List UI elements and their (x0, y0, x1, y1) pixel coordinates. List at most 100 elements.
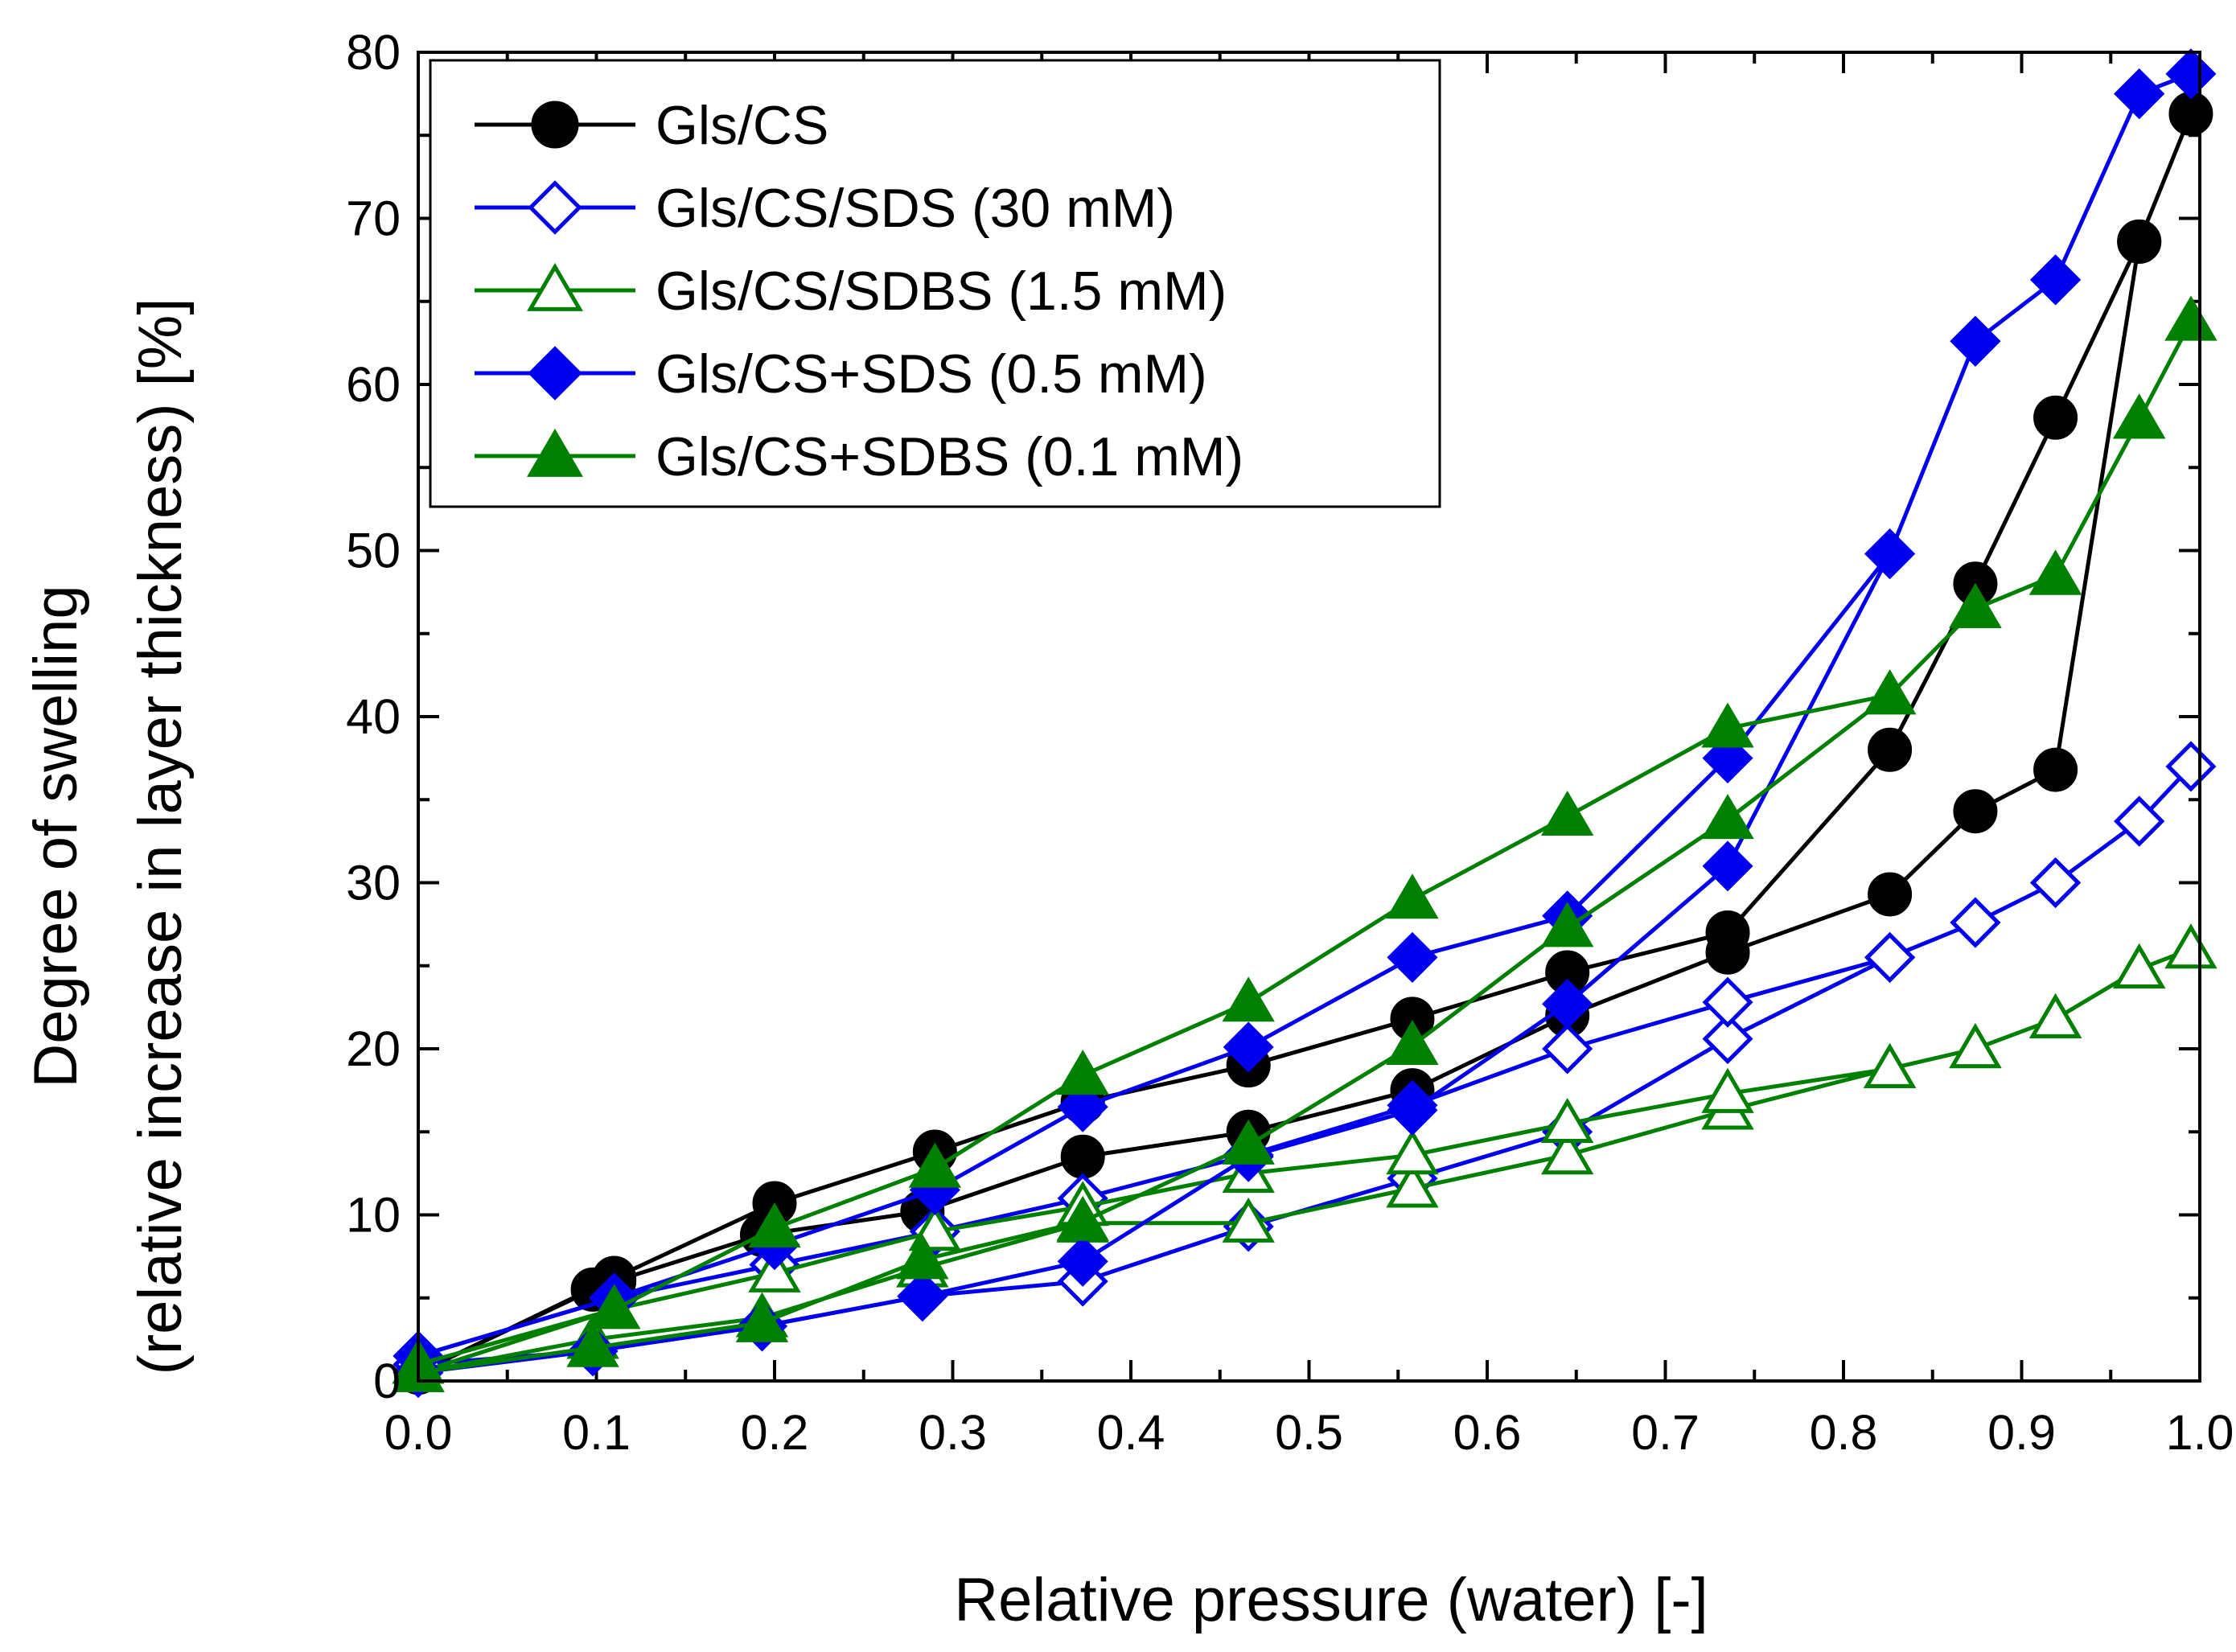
data-point (2114, 795, 2165, 847)
legend-label: Gls/CS/SDS (30 mM) (656, 178, 1175, 239)
data-point (1386, 1019, 1439, 1065)
series-line (417, 111, 2193, 1375)
data-point (1863, 669, 1917, 715)
y-tick-label: 10 (346, 1188, 401, 1243)
data-point (2033, 395, 2078, 440)
legend-entry: Gls/CS+SDBS (0.1 mM) (475, 426, 1243, 487)
data-point (897, 1271, 948, 1322)
series-line (417, 947, 2193, 1375)
data-point (908, 1142, 962, 1188)
y-tick-label: 70 (346, 191, 401, 246)
data-point (2030, 857, 2082, 909)
data-point (1949, 1023, 2002, 1069)
x-tick-label: 0.8 (1810, 1405, 1878, 1460)
data-point (1542, 1023, 1593, 1075)
y-tick-label: 60 (346, 357, 401, 412)
x-tick-label: 0.5 (1275, 1405, 1343, 1460)
data-point (1950, 315, 2001, 367)
data-point (1701, 1067, 1754, 1113)
y-axis-label-line1: Degree of swelling (22, 585, 90, 1087)
data-point (1387, 1084, 1438, 1136)
y-tick-labels: 0 10 20 30 40 50 60 70 80 (346, 25, 401, 1408)
data-point (748, 1202, 801, 1248)
data-point (1702, 1013, 1753, 1065)
series-layer (392, 48, 2218, 1399)
data-point (1950, 897, 2001, 948)
data-point (1540, 1129, 1594, 1175)
data-point (2168, 91, 2213, 136)
data-point (2164, 295, 2218, 341)
legend-label: Gls/CS/SDBS (1.5 mM) (656, 261, 1227, 322)
data-point (1387, 931, 1438, 983)
data-point (1868, 872, 1913, 917)
data-point (2028, 549, 2082, 595)
data-point (1057, 1235, 1108, 1287)
y-tick-label: 0 (373, 1354, 401, 1408)
data-point (1222, 1119, 1275, 1165)
legend-marker-swatch (528, 180, 582, 235)
data-point (1864, 528, 1916, 580)
plot-frame (417, 51, 2201, 1383)
series-3 (392, 923, 2218, 1392)
data-point (735, 1297, 789, 1342)
data-point (1953, 789, 1998, 834)
legend-entry: Gls/CS+SDS (0.5 mM) (475, 343, 1207, 405)
data-point (2033, 747, 2078, 792)
data-point (1864, 931, 1916, 983)
data-point (2165, 48, 2217, 100)
legend-marker-swatch (531, 101, 579, 149)
data-point (1868, 727, 1913, 772)
data-point (1542, 978, 1593, 1029)
series-4 (393, 48, 2217, 1399)
data-point (2030, 254, 2082, 306)
x-tick-label: 0.3 (919, 1405, 987, 1460)
legend-box (429, 59, 1441, 508)
x-axis-label: Relative pressure (water) [-] (954, 1566, 1708, 1634)
x-tick-label: 0.0 (384, 1405, 453, 1460)
data-point (1702, 840, 1753, 892)
data-point (1060, 1134, 1105, 1179)
data-point (1056, 1050, 1109, 1095)
data-point (566, 1321, 619, 1367)
x-tick-label: 0.6 (1453, 1405, 1522, 1460)
data-point (2165, 741, 2217, 792)
legend: Gls/CS Gls/CS/SDS (30 mM) Gls/CS/SDBS (1.5… (429, 59, 1441, 508)
y-axis-label-line2: (relative increase in layer thickness) [… (126, 298, 195, 1375)
data-point (1386, 1129, 1439, 1175)
series-5 (392, 295, 2218, 1392)
data-point (1701, 794, 1754, 840)
y-tick-label: 30 (346, 856, 401, 910)
x-tick-label: 0.4 (1097, 1405, 1165, 1460)
data-point (1701, 702, 1754, 748)
legend-label: Gls/CS+SDS (0.5 mM) (656, 343, 1207, 405)
data-point (1949, 582, 2002, 628)
data-point (587, 1284, 641, 1329)
data-point (896, 1234, 949, 1280)
legend-entry: Gls/CS (475, 95, 828, 156)
data-point (2112, 393, 2166, 439)
x-tick-label: 0.2 (741, 1405, 809, 1460)
data-point (1386, 873, 1439, 919)
data-point (2112, 943, 2166, 988)
y-tick-label: 40 (346, 689, 401, 744)
data-point (1705, 910, 1750, 955)
data-point (1222, 976, 1275, 1022)
data-point (2164, 923, 2218, 969)
data-point (1386, 1162, 1439, 1208)
legend-entry: Gls/CS/SDBS (1.5 mM) (475, 261, 1227, 322)
data-point (1863, 1042, 1917, 1088)
legend-entry: Gls/CS/SDS (30 mM) (475, 178, 1175, 239)
legend-marker-swatch (527, 428, 583, 477)
x-tick-label: 0.1 (562, 1405, 631, 1460)
data-point (2117, 219, 2162, 264)
x-tick-label: 0.7 (1631, 1405, 1700, 1460)
data-point (1540, 902, 1594, 947)
data-point (1222, 1197, 1275, 1243)
data-point (1057, 1081, 1108, 1132)
data-point (1540, 790, 1594, 836)
legend-label: Gls/CS (656, 95, 828, 156)
data-point (2114, 68, 2165, 120)
y-tick-label: 80 (346, 25, 401, 80)
x-tick-label: 0.9 (1987, 1405, 2056, 1460)
